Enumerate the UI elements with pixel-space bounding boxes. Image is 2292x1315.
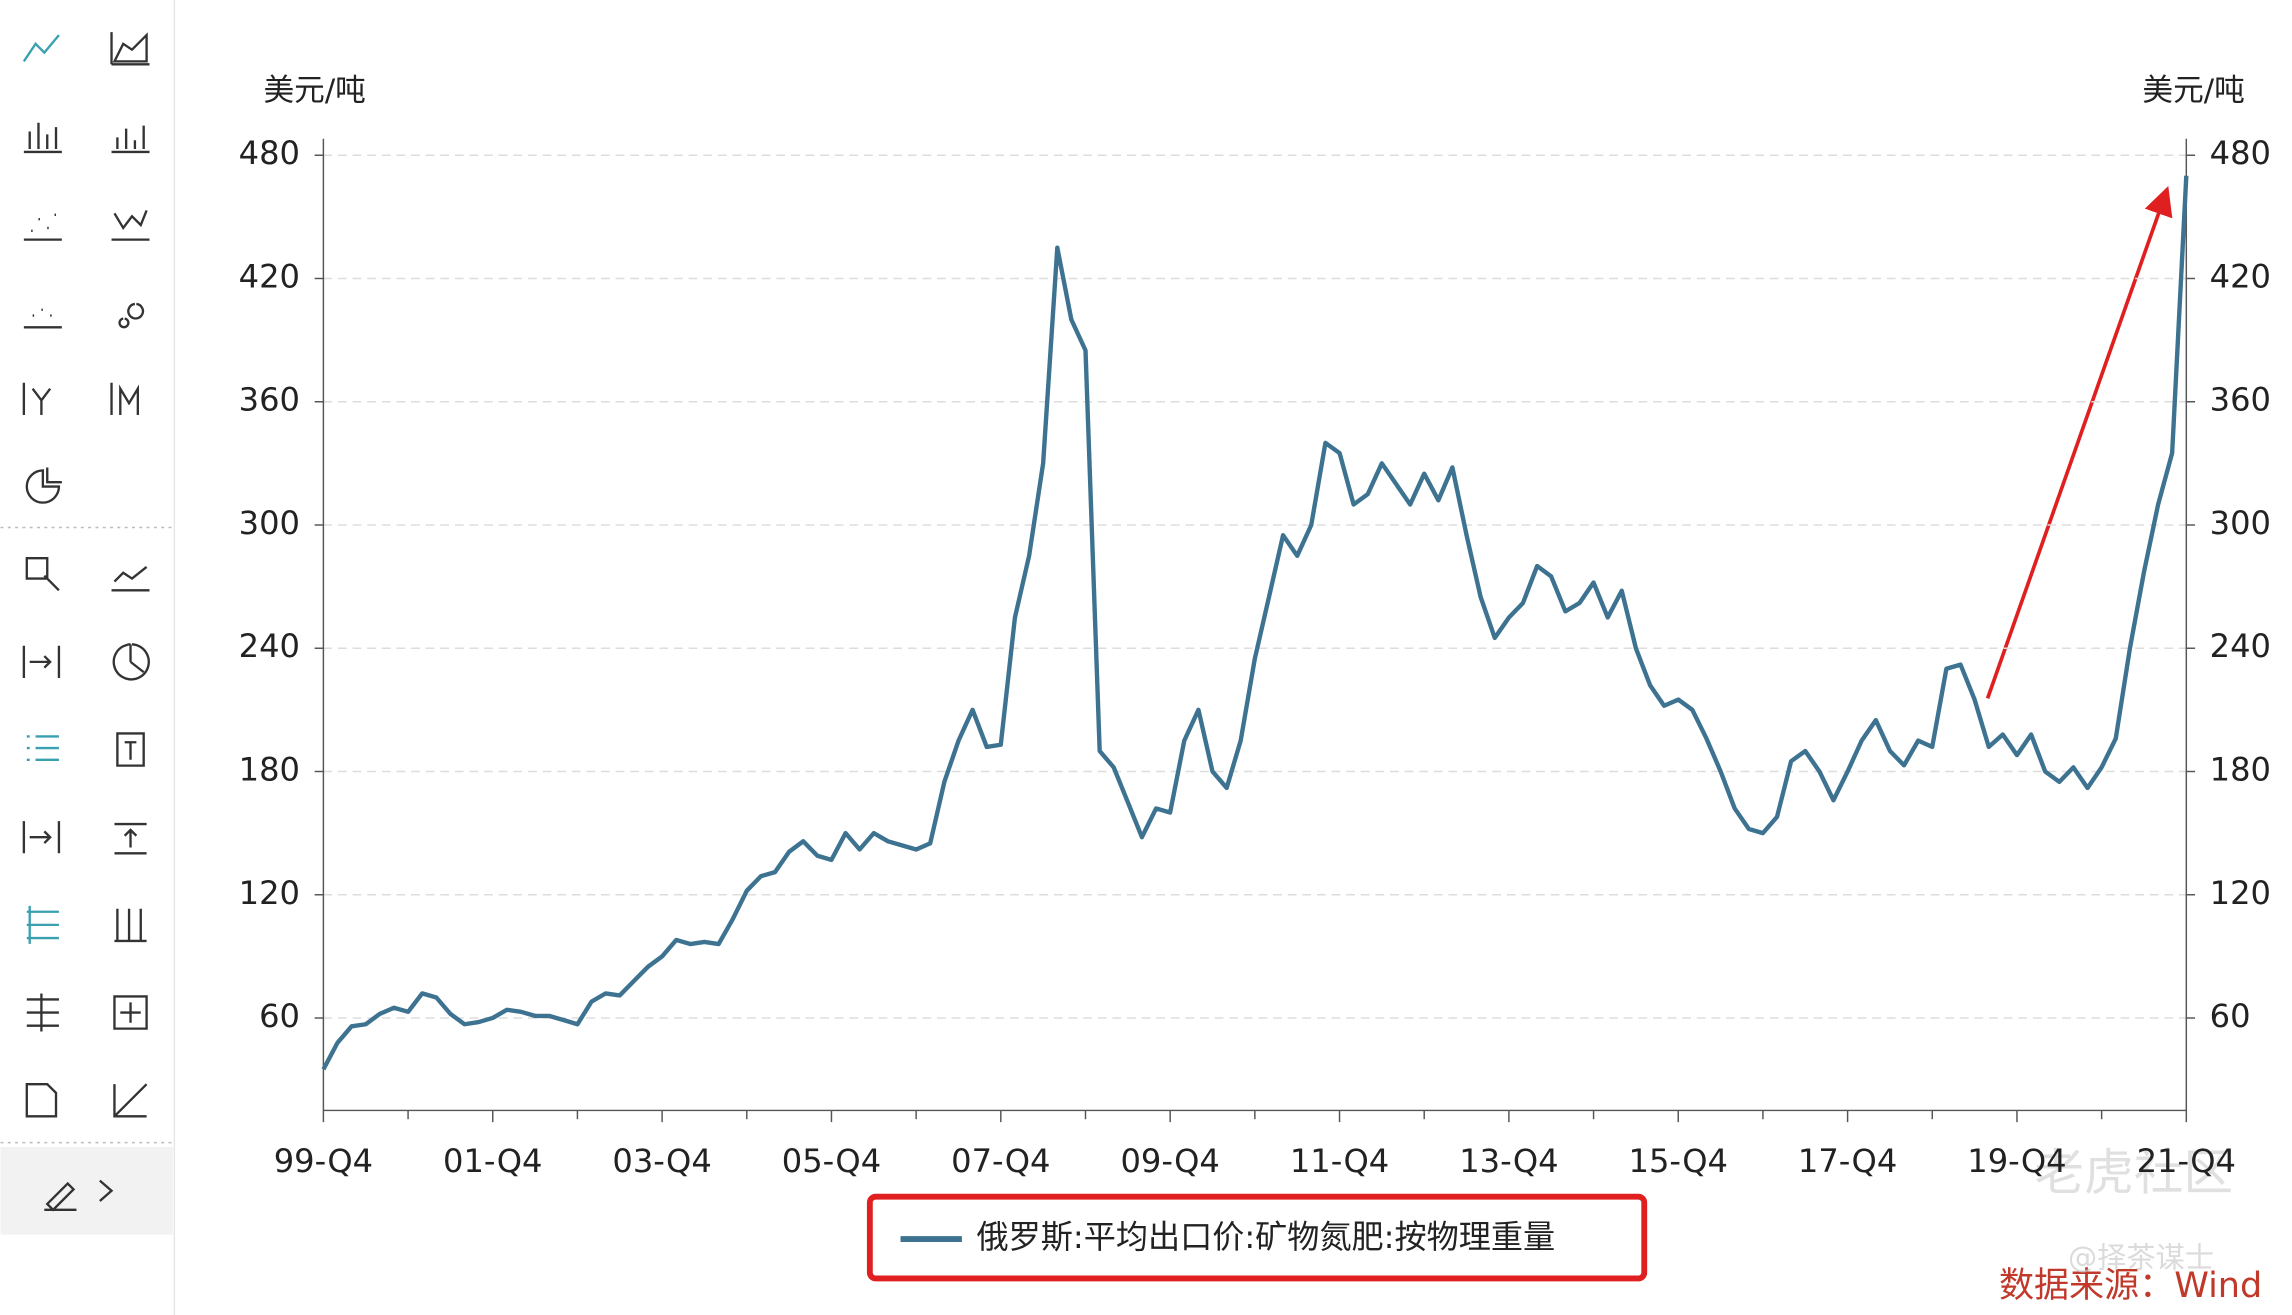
y2-tick-label: 300 <box>2210 504 2271 542</box>
tool-icon <box>112 643 150 681</box>
x-tick-label: 17-Q4 <box>1798 1142 1897 1180</box>
y2-tick-label: 420 <box>2210 257 2271 295</box>
tool-icon <box>22 382 52 415</box>
edit-button[interactable] <box>44 1179 114 1212</box>
source-note: 数据来源：Wind <box>1999 1265 2262 1306</box>
tool-icon <box>114 908 147 943</box>
y-tick-label: 180 <box>239 751 300 789</box>
annotation-arrow <box>1985 185 2173 700</box>
watermark: @择茶谋士 <box>2068 1240 2214 1274</box>
toolbar <box>0 0 173 1315</box>
tool-icon <box>110 32 150 66</box>
tool-icon <box>23 122 62 154</box>
tool-icon <box>111 209 150 241</box>
x-tick-label: 21-Q4 <box>2137 1142 2236 1180</box>
watermark: 老虎社区 <box>2034 1144 2233 1202</box>
y-tick-label: 480 <box>239 134 300 172</box>
y-tick-label: 420 <box>239 257 300 295</box>
y-tick-label: 360 <box>239 381 300 419</box>
y2-tick-label: 240 <box>2210 627 2271 665</box>
tool-icon <box>22 645 61 678</box>
expand-icon <box>99 1179 114 1202</box>
y2-tick-label: 480 <box>2210 134 2271 172</box>
series-line <box>321 175 2189 1071</box>
x-tick-label: 09-Q4 <box>1120 1142 1219 1180</box>
y2-tick-label: 360 <box>2210 381 2271 419</box>
x-tick-label: 11-Q4 <box>1290 1142 1389 1180</box>
tool-icon <box>26 735 59 761</box>
x-tick-label: 13-Q4 <box>1459 1142 1558 1180</box>
tool-icon <box>25 467 62 504</box>
tool-icon <box>116 732 145 767</box>
y2-tick-label: 120 <box>2210 874 2271 912</box>
tool-icon <box>113 995 148 1030</box>
tool-icon <box>118 302 145 329</box>
y-tick-label: 300 <box>239 504 300 542</box>
tool-icon <box>114 822 147 855</box>
x-tick-label: 07-Q4 <box>951 1142 1050 1180</box>
tool-icon <box>23 308 62 329</box>
tool-icon <box>25 556 60 592</box>
x-tick-label: 15-Q4 <box>1629 1142 1728 1180</box>
tool-icon <box>110 382 140 415</box>
y-tick-label: 60 <box>259 997 300 1035</box>
x-tick-label: 99-Q4 <box>274 1142 373 1180</box>
y2-tick-label: 60 <box>2210 997 2251 1035</box>
tool-icon <box>26 993 59 1032</box>
y2-tick-label: 180 <box>2210 751 2271 789</box>
y2-axis-unit: 美元/吨 <box>2142 74 2244 109</box>
tool-icon <box>22 34 60 63</box>
y-axis-unit: 美元/吨 <box>263 74 365 109</box>
toolbar-footer <box>0 1146 173 1235</box>
toolbar-icons <box>22 32 150 1118</box>
x-tick-label: 05-Q4 <box>782 1142 881 1180</box>
edit-icon <box>44 1181 77 1212</box>
tool-icon <box>111 125 150 154</box>
x-tick-label: 01-Q4 <box>443 1142 542 1180</box>
x-tick-label: 03-Q4 <box>612 1142 711 1180</box>
tool-icon <box>111 565 150 592</box>
legend-label: 俄罗斯:平均出口价:矿物氮肥:按物理重量 <box>977 1218 1556 1256</box>
tool-icon <box>25 1082 58 1118</box>
tool-icon <box>22 821 61 854</box>
y-tick-label: 120 <box>239 874 300 912</box>
tool-icon <box>23 213 62 241</box>
legend-highlight <box>866 1193 1648 1282</box>
x-tick-label: 19-Q4 <box>1967 1142 2066 1180</box>
tool-icon <box>26 905 59 944</box>
tool-icon <box>113 1083 148 1118</box>
y-tick-label: 240 <box>239 627 300 665</box>
